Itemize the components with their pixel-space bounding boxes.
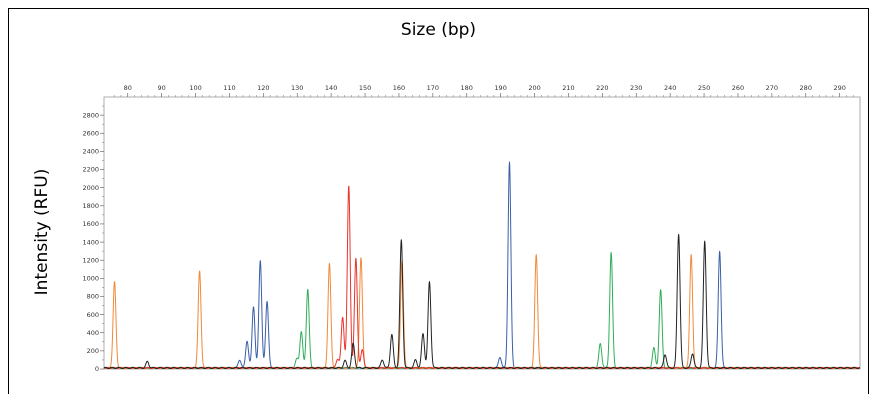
y-tick-label: 200 [87, 347, 99, 355]
y-tick-label: 2200 [82, 166, 99, 174]
y-tick-label: 0 [95, 365, 99, 373]
y-tick-label: 1800 [82, 202, 99, 210]
y-tick-label: 1600 [82, 220, 99, 228]
x-tick-label: 90 [157, 84, 165, 92]
series-5-trace [103, 233, 861, 369]
y-tick-label: 800 [87, 293, 99, 301]
x-tick-label: 180 [461, 84, 473, 92]
figure-frame [8, 8, 869, 394]
y-tick-label: 1000 [82, 275, 99, 283]
y-tick-label: 2000 [82, 184, 99, 192]
x-tick-label: 160 [393, 84, 405, 92]
plot-area-border [103, 96, 861, 370]
x-tick-label: 230 [630, 84, 642, 92]
x-tick-label: 280 [800, 84, 812, 92]
x-axis-title: Size (bp) [400, 20, 477, 40]
y-tick-label: 1400 [82, 238, 99, 246]
x-tick-label: 210 [562, 84, 574, 92]
x-tick-label: 120 [257, 84, 269, 92]
y-tick-label: 2400 [82, 148, 99, 156]
x-tick-label: 270 [766, 84, 778, 92]
series-4-trace [103, 185, 861, 369]
x-tick-label: 220 [596, 84, 608, 92]
x-tick-label: 80 [124, 84, 132, 92]
x-tick-label: 140 [325, 84, 337, 92]
x-tick-label: 290 [833, 84, 845, 92]
y-tick-label: 400 [87, 329, 99, 337]
series-1-trace [103, 161, 861, 369]
x-tick-label: 200 [528, 84, 540, 92]
x-tick-label: 190 [494, 84, 506, 92]
x-tick-label: 260 [732, 84, 744, 92]
series-2-trace [103, 251, 861, 369]
series-3-trace [103, 254, 861, 369]
x-tick-label: 170 [427, 84, 439, 92]
x-tick-label: 100 [189, 84, 201, 92]
y-tick-label: 2600 [82, 129, 99, 137]
x-tick-label: 250 [698, 84, 710, 92]
x-tick-label: 150 [359, 84, 371, 92]
x-tick-label: 130 [291, 84, 303, 92]
y-tick-label: 2800 [82, 111, 99, 119]
x-tick-label: 240 [664, 84, 676, 92]
y-tick-label: 600 [87, 311, 99, 319]
x-tick-label: 110 [223, 84, 235, 92]
y-tick-label: 1200 [82, 256, 99, 264]
